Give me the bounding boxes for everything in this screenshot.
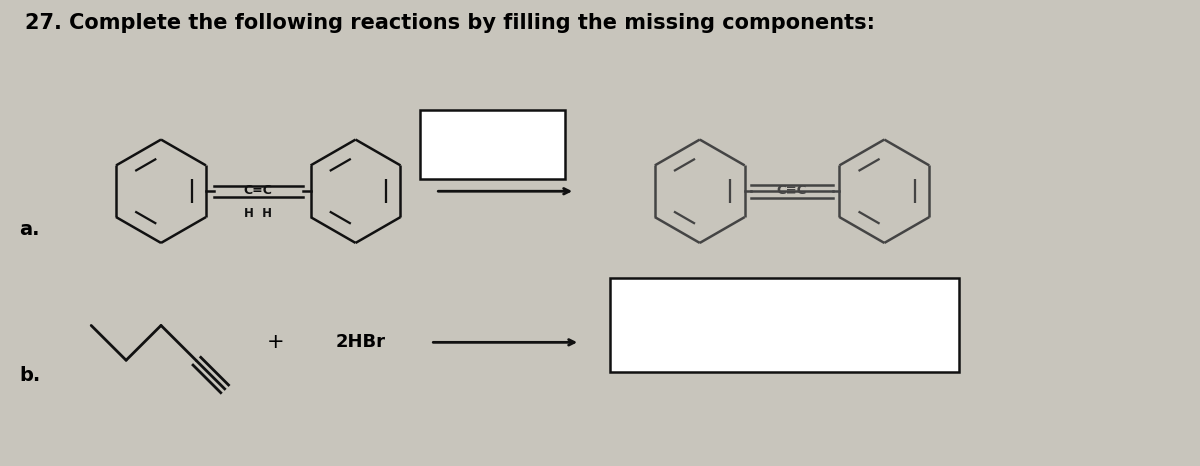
Text: b.: b.: [19, 366, 41, 384]
Text: 27. Complete the following reactions by filling the missing components:: 27. Complete the following reactions by …: [25, 13, 875, 33]
Text: a.: a.: [19, 219, 40, 239]
Bar: [610, 278, 959, 372]
Bar: [420, 110, 565, 179]
Text: H  H: H H: [245, 206, 272, 219]
Text: C≡C: C≡C: [776, 184, 808, 197]
Text: 2HBr: 2HBr: [336, 333, 385, 351]
Text: +: +: [266, 332, 284, 352]
Text: C=C: C=C: [244, 184, 272, 197]
